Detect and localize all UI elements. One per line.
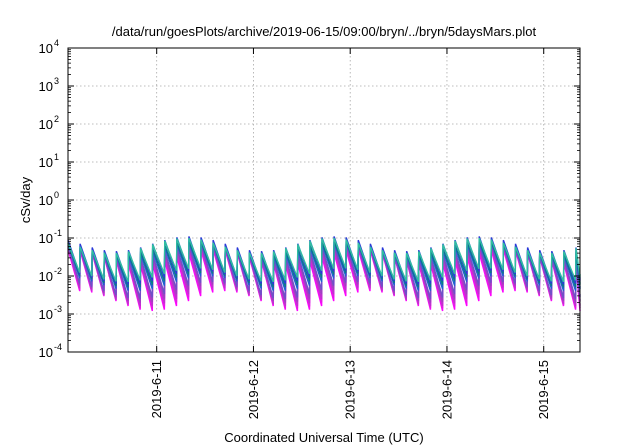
y-tick-label: 10 (39, 231, 53, 246)
grid-lines (68, 48, 580, 352)
y-tick-label: 10 (39, 79, 53, 94)
chart-title: /data/run/goesPlots/archive/2019-06-15/0… (112, 24, 537, 39)
y-tick-exponent: -4 (54, 342, 62, 352)
data-series (67, 236, 581, 312)
y-tick-label: 10 (39, 307, 53, 322)
y-tick-exponent: 4 (54, 38, 59, 48)
y-tick-exponent: 3 (54, 76, 59, 86)
y-tick-exponent: 2 (54, 114, 59, 124)
x-axis-label: Coordinated Universal Time (UTC) (224, 430, 423, 445)
y-axis-label: cSv/day (18, 176, 33, 223)
y-tick-label: 10 (39, 117, 53, 132)
y-tick-label: 10 (39, 193, 53, 208)
y-tick-label: 10 (39, 41, 53, 56)
x-tick-label: 2019-6-14 (439, 360, 454, 419)
series-line (67, 237, 581, 283)
y-tick-exponent: -1 (54, 228, 62, 238)
x-tick-label: 2019-6-11 (149, 360, 164, 418)
x-axis: 2019-6-11 2019-6-12 2019-6-13 2019-6-14 2019… (149, 48, 551, 419)
y-tick-label: 10 (39, 345, 53, 360)
y-tick-exponent: 1 (54, 152, 59, 162)
y-tick-exponent: -3 (54, 304, 62, 314)
x-tick-label: 2019-6-13 (343, 360, 358, 419)
x-tick-label: 2019-6-15 (536, 360, 551, 419)
y-tick-label: 10 (39, 269, 53, 284)
y-tick-label: 10 (39, 155, 53, 170)
y-tick-exponent: 0 (54, 190, 59, 200)
y-tick-exponent: -2 (54, 266, 62, 276)
x-tick-label: 2019-6-12 (246, 360, 261, 419)
